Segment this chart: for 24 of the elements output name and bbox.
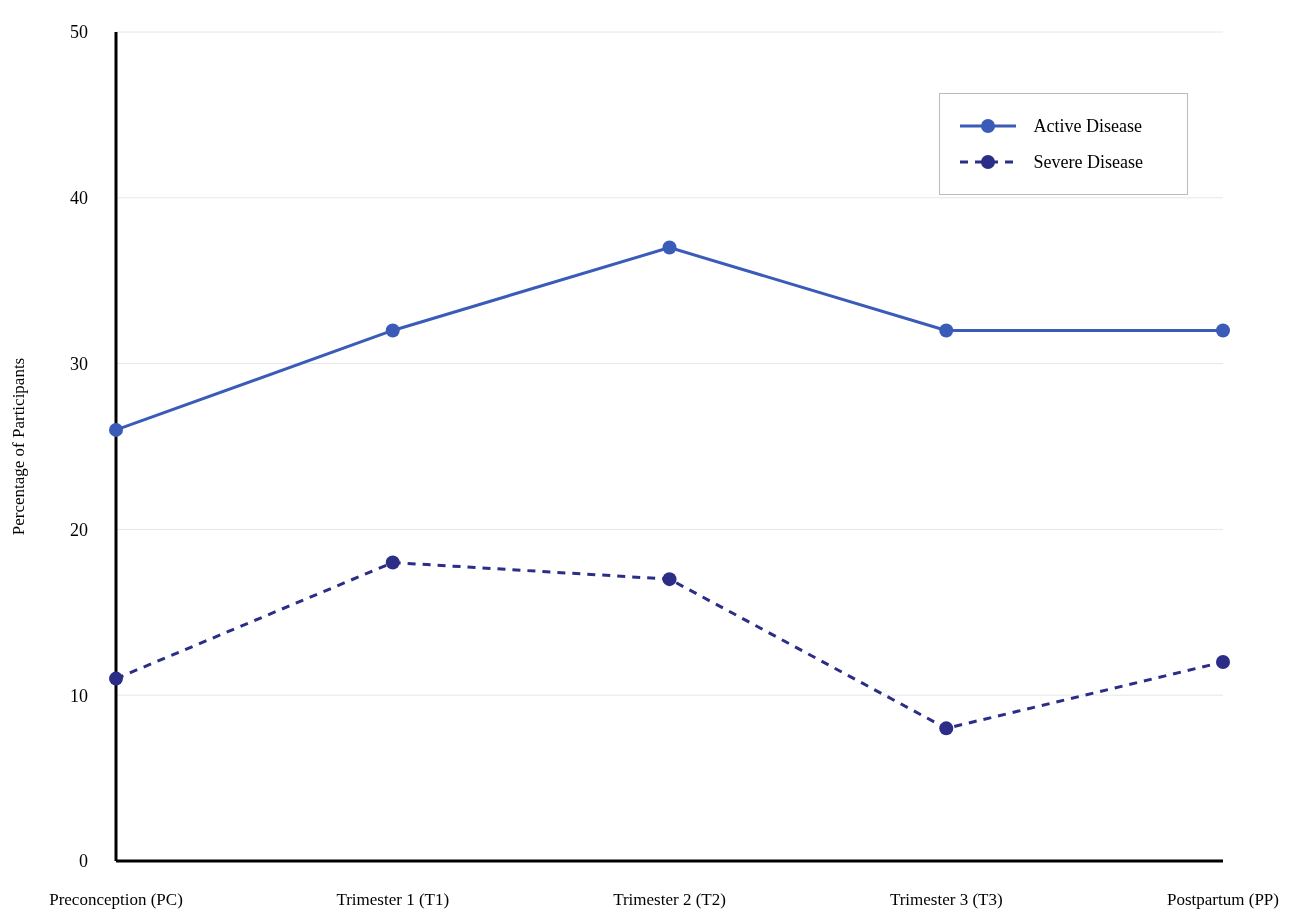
point [1216,655,1230,670]
x-tick-label: Trimester 3 (T3) [889,890,1003,910]
point [939,721,954,736]
y-tick-label: 40 [70,188,88,209]
legend-label: Active Disease [1033,115,1143,137]
point [109,671,123,686]
x-tick-label: Preconception (PC) [49,890,183,910]
y-tick-label: 30 [70,353,88,374]
point [662,240,677,255]
point [662,572,677,587]
legend-label: Severe Disease [1033,151,1143,173]
x-tick-label: Trimester 1 (T1) [336,890,450,910]
y-tick-label: 20 [70,519,88,540]
x-tick-label: Postpartum (PP) [1167,890,1279,910]
y-axis-title: Percentage of Participants [9,357,29,536]
point [109,422,123,437]
y-tick-label: 0 [79,851,88,872]
y-tick-label: 50 [70,22,88,43]
point [385,555,400,570]
x-tick-label: Trimester 2 (T2) [613,890,726,910]
y-tick-label: 10 [70,685,88,706]
point [939,323,954,338]
point [385,323,400,338]
point [1216,323,1230,338]
